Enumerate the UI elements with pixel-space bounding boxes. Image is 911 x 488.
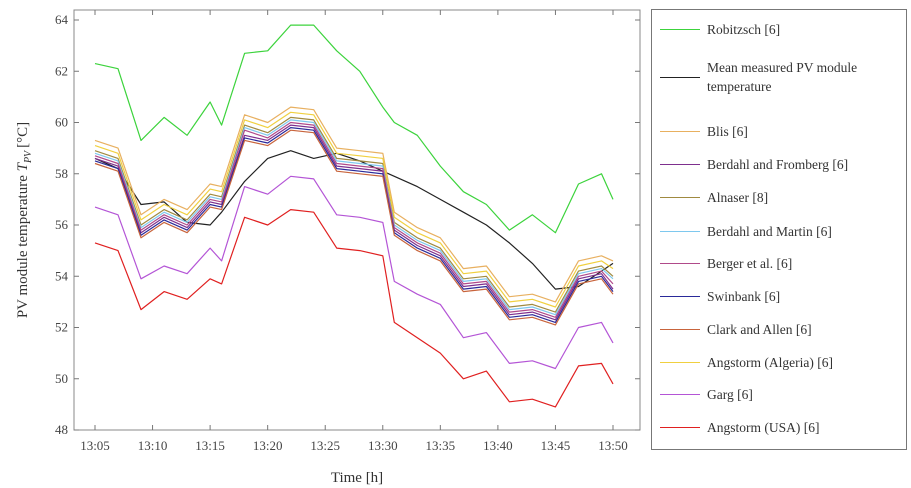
legend-item: Swinbank [6]: [652, 287, 906, 306]
y-tick-label: 56: [55, 217, 69, 232]
legend-label: Swinbank [6]: [707, 289, 781, 304]
x-tick-label: 13:30: [368, 438, 398, 453]
legend-swatch: [660, 29, 700, 30]
y-axis-label-text: PV module temperature: [15, 175, 31, 318]
x-tick-label: 13:50: [598, 438, 628, 453]
x-tick-label: 13:10: [138, 438, 168, 453]
y-axis-label-subscript: PV: [23, 149, 34, 164]
legend-label: Angstorm (Algeria) [6]: [707, 355, 833, 370]
legend-label: Berdahl and Fromberg [6]: [707, 157, 849, 172]
legend-item: Angstorm (Algeria) [6]: [652, 353, 906, 372]
legend-label: Garg [6]: [707, 387, 753, 402]
legend-label: Robitzsch [6]: [707, 22, 781, 37]
legend-label: Blis [6]: [707, 124, 748, 139]
series-line: [94, 119, 614, 316]
line-chart: 48 50 52 54 56 58 60 62 64 13:05 13:10 13:15 13:20 13…: [15, 9, 641, 486]
x-tick-label: 13:40: [483, 438, 513, 453]
series-lines: [94, 24, 614, 408]
legend-item: Alnaser [8]: [652, 188, 906, 207]
series-line: [94, 111, 614, 308]
legend-item: Blis [6]: [652, 122, 906, 141]
legend-label: Angstorm (USA) [6]: [707, 420, 820, 435]
legend-item: Clark and Allen [6]: [652, 320, 906, 339]
legend-item: Berdahl and Martin [6]: [652, 222, 906, 241]
x-tick-label: 13:25: [310, 438, 340, 453]
legend-item: Robitzsch [6]: [652, 20, 906, 39]
series-line: [94, 209, 614, 408]
y-tick-label: 58: [55, 166, 68, 181]
legend-item: Garg [6]: [652, 385, 906, 404]
y-tick-label: 52: [55, 320, 68, 335]
legend-item: Berdahl and Fromberg [6]: [652, 155, 906, 174]
y-axis-label-unit: [°C]: [15, 122, 31, 148]
legend: Robitzsch [6] Mean measured PV module tem…: [651, 9, 907, 450]
legend-swatch: [660, 131, 700, 132]
legend-label: Clark and Allen [6]: [707, 322, 812, 337]
legend-item: Angstorm (USA) [6]: [652, 418, 906, 437]
legend-label: Alnaser [8]: [707, 190, 769, 205]
legend-swatch: [660, 197, 700, 198]
legend-swatch: [660, 329, 700, 330]
legend-swatch: [660, 394, 700, 395]
y-tick-label: 50: [55, 371, 68, 386]
y-tick-label: 62: [55, 63, 68, 78]
legend-label: Berger et al. [6]: [707, 256, 793, 271]
y-tick-label: 54: [55, 268, 69, 283]
x-tick-label: 13:20: [253, 438, 283, 453]
legend-item: Mean measured PV module temperature: [652, 58, 906, 96]
plot-area: [73, 9, 641, 431]
legend-swatch: [660, 427, 700, 428]
y-tick-label: 60: [55, 115, 68, 130]
x-tick-label: 13:15: [195, 438, 225, 453]
y-axis-label-symbol: T: [15, 161, 31, 171]
series-line: [94, 175, 614, 370]
series-line: [94, 124, 614, 321]
axis-ticks: 48 50 52 54 56 58 60 62 64 13:05 13:10 13:15 13:20 13…: [55, 10, 640, 453]
series-line: [94, 126, 614, 323]
legend-swatch: [660, 263, 700, 264]
y-tick-label: 64: [55, 12, 69, 27]
x-tick-label: 13:05: [80, 438, 110, 453]
legend-label: Mean measured PV module temperature: [707, 60, 858, 94]
x-tick-label: 13:45: [541, 438, 571, 453]
x-tick-label: 13:35: [426, 438, 456, 453]
legend-swatch: [660, 296, 700, 297]
legend-swatch: [660, 362, 700, 363]
legend-item: Berger et al. [6]: [652, 254, 906, 273]
series-line: [94, 116, 614, 313]
legend-swatch: [660, 231, 700, 232]
series-line: [94, 106, 614, 303]
series-line: [94, 129, 614, 326]
y-axis-label: PV module temperature TPV[°C]: [15, 122, 34, 318]
y-tick-label: 48: [55, 422, 68, 437]
series-line: [94, 121, 614, 318]
series-line: [94, 24, 614, 234]
legend-swatch: [660, 76, 700, 78]
legend-swatch: [660, 164, 700, 165]
x-axis-label: Time [h]: [331, 470, 383, 486]
legend-label: Berdahl and Martin [6]: [707, 224, 832, 239]
